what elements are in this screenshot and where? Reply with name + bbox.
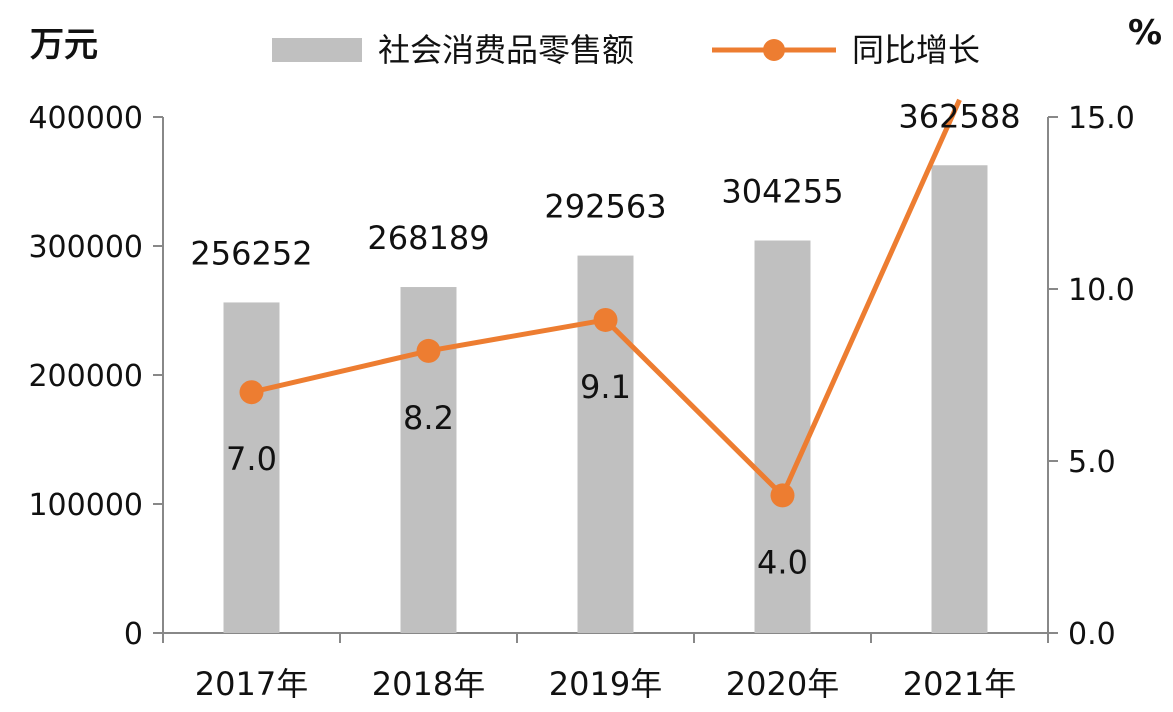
y-left-ticks: 0 100000 200000 300000 400000 <box>28 101 163 652</box>
y-right-unit: % <box>1128 13 1162 53</box>
legend-bar-label: 社会消费品零售额 <box>378 31 634 69</box>
bar-data-label: 362588 <box>898 97 1020 135</box>
line-point <box>770 483 795 508</box>
legend-bar-swatch <box>272 38 362 62</box>
y-left-tick-label: 200000 <box>28 359 143 394</box>
legend: 社会消费品零售额 同比增长 <box>272 31 980 69</box>
legend-line-marker <box>763 39 785 61</box>
bar <box>754 240 811 633</box>
bar-data-label: 304255 <box>721 173 843 211</box>
line-point <box>593 307 618 332</box>
bar-data-label: 268189 <box>367 219 489 257</box>
y-right-tick-label: 10.0 <box>1068 273 1135 308</box>
bars <box>223 165 988 633</box>
y-left-unit: 万元 <box>30 25 98 65</box>
x-ticks: 2017年 2018年 2019年 2020年 2021年 <box>162 633 1049 703</box>
y-left-tick-label: 300000 <box>28 230 143 265</box>
bar <box>931 165 988 633</box>
bar-labels: 256252 268189 292563 304255 362588 <box>190 97 1020 272</box>
bar <box>223 302 280 633</box>
x-tick-label: 2019年 <box>549 665 662 703</box>
line-data-label: 7.0 <box>226 440 277 478</box>
y-right-tick-label: 5.0 <box>1068 445 1116 480</box>
y-left-tick-label: 100000 <box>28 488 143 523</box>
x-tick-label: 2018年 <box>372 665 485 703</box>
line-data-label: 4.0 <box>757 543 808 581</box>
x-tick-label: 2021年 <box>903 665 1016 703</box>
line-labels: 7.0 8.2 9.1 4.0 <box>226 368 808 581</box>
line-data-label: 9.1 <box>580 368 631 406</box>
x-tick-label: 2017年 <box>195 665 308 703</box>
y-right-tick-label: 0.0 <box>1068 617 1116 652</box>
y-right-tick-label: 15.0 <box>1068 101 1135 136</box>
line-point <box>239 380 264 405</box>
line-data-label: 8.2 <box>403 399 454 437</box>
y-left-tick-label: 0 <box>124 617 143 652</box>
bar-data-label: 256252 <box>190 234 312 272</box>
line-series <box>239 98 962 508</box>
y-left-tick-label: 400000 <box>28 101 143 136</box>
bar-data-label: 292563 <box>544 188 666 226</box>
y-right-ticks: 0.0 5.0 10.0 15.0 <box>1048 101 1135 652</box>
legend-line-label: 同比增长 <box>852 31 980 69</box>
x-tick-label: 2020年 <box>726 665 839 703</box>
line-point <box>416 338 441 363</box>
